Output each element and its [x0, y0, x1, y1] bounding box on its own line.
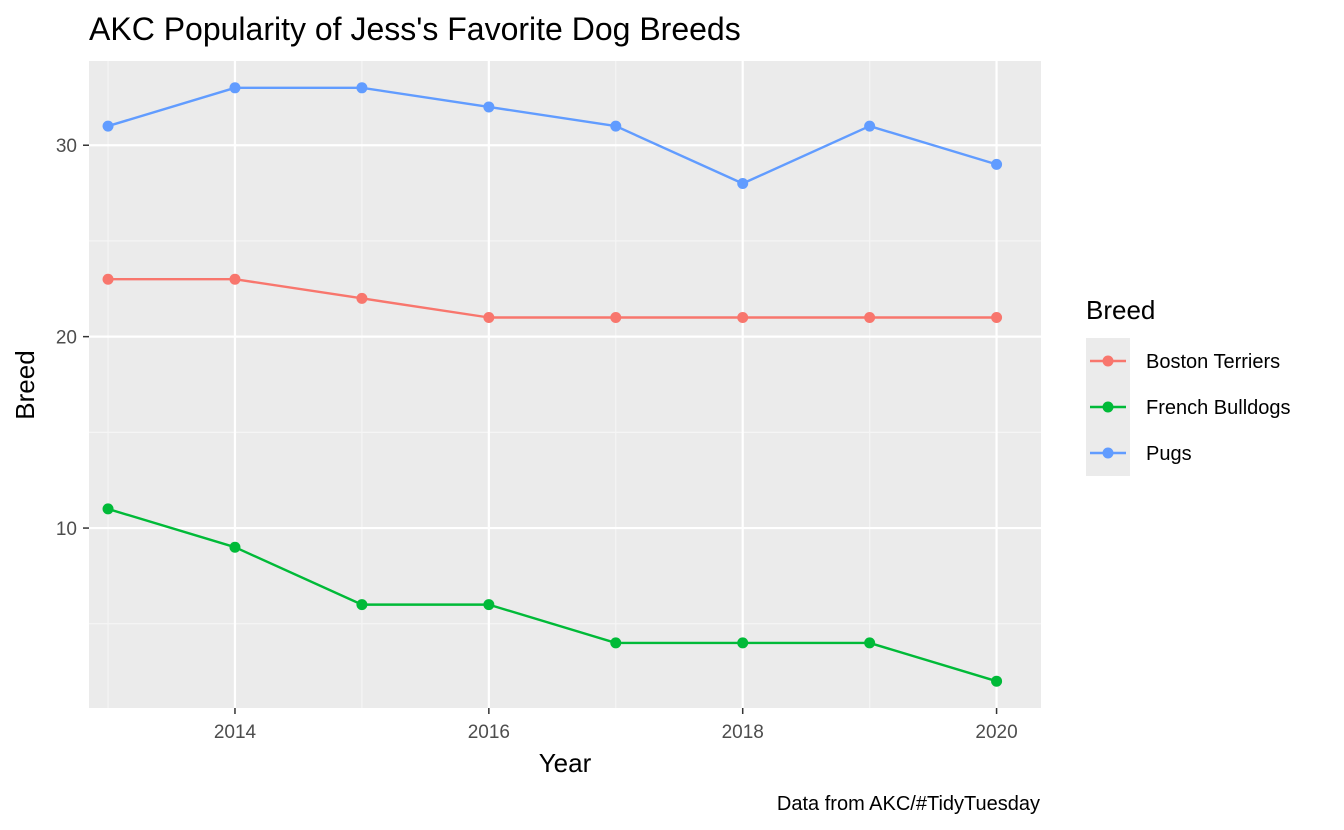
data-point-pugs	[864, 120, 876, 132]
y-axis-title: Breed	[10, 350, 40, 419]
legend-label: Boston Terriers	[1146, 351, 1280, 373]
legend-item-french-bulldogs: French Bulldogs	[1086, 384, 1291, 430]
data-point-boston-terriers	[991, 312, 1003, 324]
legend-item-pugs: Pugs	[1086, 430, 1192, 476]
y-tick-label: 30	[56, 136, 77, 157]
legend-title: Breed	[1086, 295, 1155, 325]
data-point-pugs	[991, 158, 1003, 170]
data-point-pugs	[102, 120, 114, 132]
legend-key-point	[1102, 401, 1114, 413]
data-point-french-bulldogs	[356, 599, 368, 611]
series-points	[102, 82, 1003, 687]
y-tick-label: 10	[56, 519, 77, 540]
legend-items: Boston Terriers French Bulldogs Pugs	[1086, 338, 1291, 476]
caption: Data from AKC/#TidyTuesday	[777, 793, 1040, 815]
data-point-boston-terriers	[864, 312, 876, 324]
data-point-boston-terriers	[610, 312, 622, 324]
y-axis: 10 20 30	[56, 136, 89, 540]
y-tick-label: 20	[56, 328, 77, 349]
plot-panel	[89, 61, 1041, 708]
data-point-french-bulldogs	[991, 675, 1003, 687]
data-point-pugs	[610, 120, 622, 132]
data-point-boston-terriers	[483, 312, 495, 324]
minor-gridlines	[89, 61, 1041, 708]
data-point-boston-terriers	[737, 312, 749, 324]
data-point-pugs	[229, 82, 241, 94]
series-line-boston-terriers	[108, 278, 997, 319]
series-line-pugs	[107, 86, 997, 185]
legend: Breed Boston Terriers French Bulldogs Pugs	[1086, 295, 1291, 476]
legend-key-point	[1102, 447, 1114, 459]
data-point-french-bulldogs	[737, 637, 749, 649]
data-point-french-bulldogs	[610, 637, 622, 649]
series-lines	[107, 86, 997, 683]
series-line-french-bulldogs	[107, 507, 997, 683]
data-point-boston-terriers	[102, 273, 114, 285]
x-tick-label: 2016	[468, 722, 510, 743]
data-point-boston-terriers	[229, 273, 241, 285]
data-point-pugs	[483, 101, 495, 113]
data-point-french-bulldogs	[483, 599, 495, 611]
data-point-french-bulldogs	[102, 503, 114, 515]
x-axis-title: Year	[539, 748, 592, 778]
legend-label: French Bulldogs	[1146, 397, 1291, 419]
x-tick-label: 2018	[722, 722, 764, 743]
data-point-french-bulldogs	[864, 637, 876, 649]
x-tick-label: 2020	[975, 722, 1017, 743]
legend-item-boston-terriers: Boston Terriers	[1086, 338, 1280, 384]
data-point-french-bulldogs	[229, 541, 241, 553]
legend-key-point	[1102, 355, 1114, 367]
x-tick-label: 2014	[214, 722, 257, 743]
data-point-boston-terriers	[356, 292, 368, 304]
legend-label: Pugs	[1146, 443, 1192, 465]
panel-background	[89, 61, 1041, 708]
data-point-pugs	[356, 82, 368, 94]
x-axis: 2014 2016 2018 2020	[214, 708, 1018, 743]
data-point-pugs	[737, 178, 749, 190]
chart-title: AKC Popularity of Jess's Favorite Dog Br…	[89, 11, 741, 47]
